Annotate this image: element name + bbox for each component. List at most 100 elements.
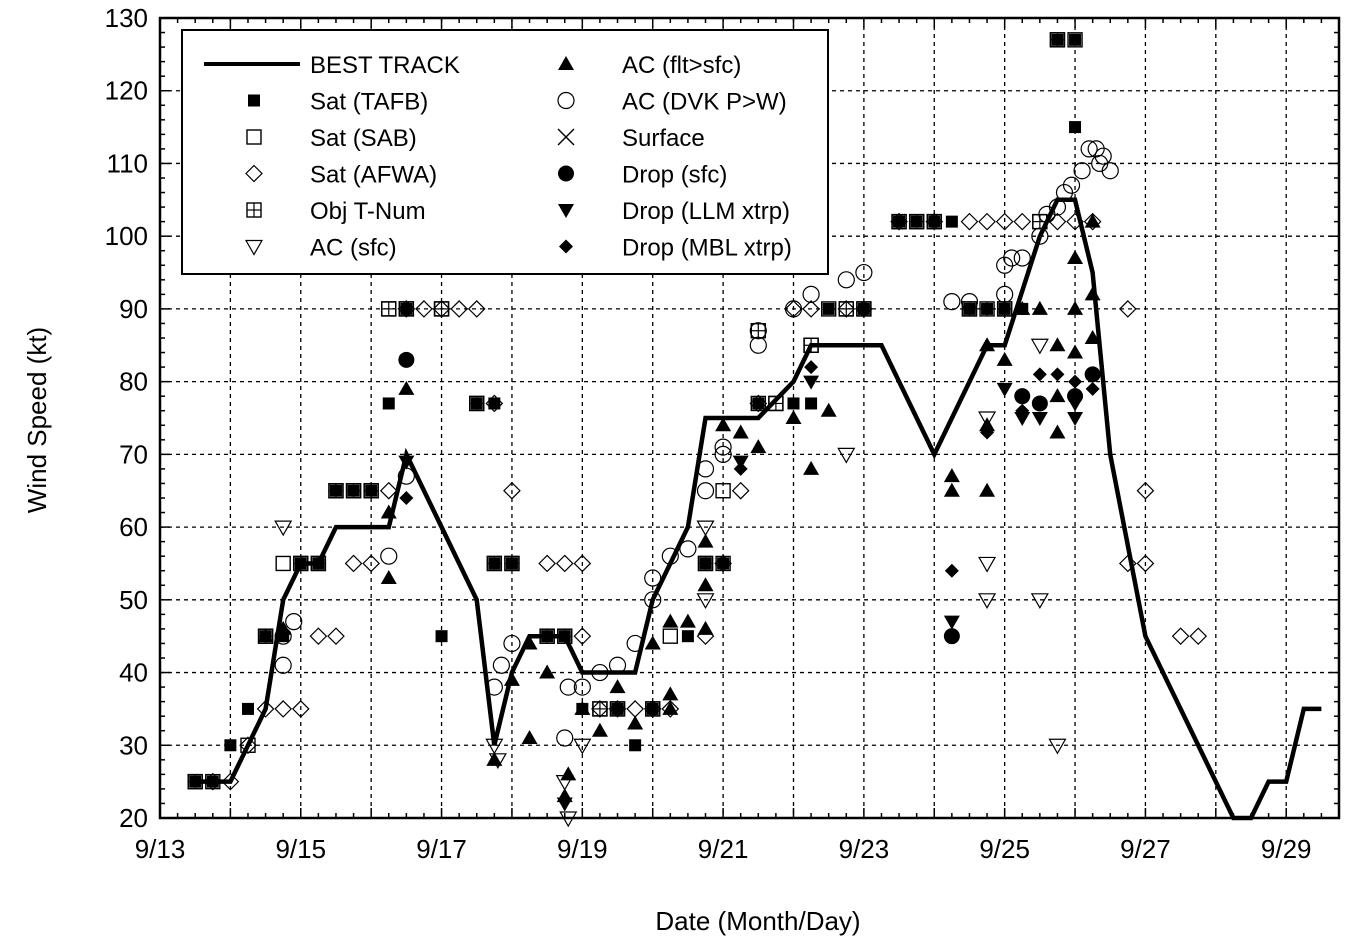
- point-ac-flt-sfc: [979, 482, 996, 497]
- y-tick-label: 70: [119, 439, 148, 469]
- point-ac-dvk-p-w: [492, 656, 510, 674]
- point-obj-t-num: [609, 701, 626, 717]
- point-sat-afwa: [837, 300, 856, 318]
- point-drop-llm-xtrp: [398, 455, 415, 470]
- point-sat-afwa: [960, 212, 979, 231]
- point-ac-sfc: [274, 520, 293, 537]
- legend-symbol: [558, 56, 574, 70]
- legend-symbol: [245, 164, 263, 183]
- point-sat-afwa: [362, 554, 381, 573]
- point-ac-flt-sfc: [979, 417, 996, 432]
- point-sat-afwa: [555, 554, 574, 573]
- point-sat-afwa: [379, 481, 398, 500]
- point-ac-flt-sfc: [486, 751, 503, 766]
- point-drop-mbl-xtrp: [399, 491, 414, 505]
- point-ac-dvk-p-w: [943, 293, 961, 311]
- point-drop-mbl-xtrp: [944, 563, 959, 578]
- point-obj-t-num: [433, 301, 450, 317]
- legend-label: Drop (LLM xtrp): [622, 198, 790, 225]
- point-drop-mbl-xtrp: [1068, 374, 1083, 389]
- point-ac-flt-sfc: [732, 424, 749, 439]
- legend-label: Drop (MBL xtrp): [622, 235, 792, 262]
- point-ac-sfc: [978, 593, 997, 610]
- point-ac-dvk-p-w: [960, 293, 979, 311]
- point-sat-sab: [275, 555, 291, 572]
- point-sat-afwa: [643, 700, 662, 718]
- legend-label: BEST TRACK: [310, 52, 460, 79]
- point-sat-tafb: [241, 702, 254, 715]
- point-ac-flt-sfc: [1067, 300, 1084, 315]
- point-ac-flt-sfc: [1049, 388, 1066, 403]
- point-sat-afwa: [1118, 300, 1137, 318]
- point-sat-afwa: [1118, 554, 1137, 573]
- x-axis-title: Date (Month/Day): [655, 906, 860, 936]
- point-sat-afwa: [855, 300, 873, 318]
- point-obj-t-num: [486, 555, 503, 572]
- point-sat-afwa: [714, 554, 732, 573]
- point-sat-afwa: [626, 700, 644, 718]
- point-ac-sfc: [1030, 593, 1049, 610]
- point-ac-dvk-p-w: [573, 678, 591, 696]
- point-ac-dvk-p-w: [608, 656, 627, 674]
- legend-label: Sat (SAB): [310, 125, 417, 152]
- point-sat-afwa: [573, 627, 592, 646]
- point-obj-t-num: [961, 301, 978, 317]
- point-ac-flt-sfc: [1049, 424, 1066, 439]
- point-sat-afwa: [1136, 554, 1155, 573]
- point-sat-afwa: [731, 481, 750, 500]
- point-ac-dvk-p-w: [855, 263, 873, 282]
- point-sat-afwa: [432, 300, 451, 318]
- point-ac-dvk-p-w: [503, 634, 521, 653]
- point-sat-afwa: [503, 481, 521, 500]
- point-sat-afwa: [538, 554, 556, 573]
- point-sat-sab: [820, 301, 837, 317]
- legend-symbol: [559, 239, 573, 254]
- point-ac-flt-sfc: [539, 664, 556, 679]
- point-ac-dvk-p-w: [837, 271, 855, 289]
- point-obj-t-num: [310, 555, 327, 572]
- point-sat-tafb: [224, 739, 237, 752]
- point-drop-llm-xtrp: [1014, 412, 1031, 426]
- point-obj-t-num: [539, 628, 555, 644]
- point-obj-t-num: [803, 337, 819, 353]
- legend: BEST TRACK Sat (TAFB) Sat (SAB) Sat (AFWA) O…: [181, 29, 829, 275]
- point-ac-flt-sfc: [503, 671, 520, 686]
- point-sat-tafb: [945, 215, 958, 228]
- point-ac-dvk-p-w: [644, 569, 662, 587]
- point-drop-mbl-xtrp: [733, 461, 748, 476]
- y-tick-label: 60: [119, 512, 148, 542]
- point-obj-t-num: [715, 555, 731, 572]
- point-sat-afwa: [415, 300, 433, 318]
- point-drop-llm-xtrp: [803, 375, 820, 390]
- point-ac-flt-sfc: [1084, 330, 1101, 344]
- point-obj-t-num: [381, 301, 397, 317]
- tick-labels: 9/13 9/15 9/17 9/19 9/21 9/23 9/25 9/27 9/29 20 30…: [105, 3, 1312, 864]
- point-ac-sfc: [696, 593, 715, 610]
- point-drop-sfc: [398, 351, 415, 368]
- legend-label: Drop (sfc): [622, 162, 727, 189]
- point-ac-flt-sfc: [398, 380, 415, 395]
- point-ac-dvk-p-w: [1101, 162, 1119, 180]
- point-ac-dvk-p-w: [380, 547, 398, 565]
- y-tick-label: 50: [119, 585, 148, 615]
- point-ac-flt-sfc: [521, 635, 538, 650]
- point-obj-t-num: [697, 555, 714, 572]
- point-sat-tafb: [805, 397, 818, 410]
- point-ac-sfc: [1048, 738, 1067, 755]
- point-ac-flt-sfc: [257, 628, 274, 643]
- point-drop-sfc: [1031, 395, 1048, 412]
- point-ac-dvk-p-w: [749, 322, 767, 340]
- point-ac-flt-sfc: [521, 730, 538, 744]
- point-ac-dvk-p-w: [1073, 162, 1091, 180]
- x-tick-label: 9/13: [135, 834, 186, 864]
- y-tick-label: 30: [119, 730, 148, 760]
- point-ac-flt-sfc: [380, 504, 397, 519]
- point-sat-afwa: [1189, 627, 1208, 646]
- point-ac-flt-sfc: [996, 351, 1013, 366]
- point-ac-dvk-p-w: [696, 460, 715, 478]
- point-ac-dvk-p-w: [556, 729, 574, 747]
- point-drop-sfc: [943, 628, 960, 645]
- point-drop-mbl-xtrp: [980, 425, 995, 440]
- point-sat-sab: [205, 773, 221, 790]
- point-ac-dvk-p-w: [274, 656, 292, 674]
